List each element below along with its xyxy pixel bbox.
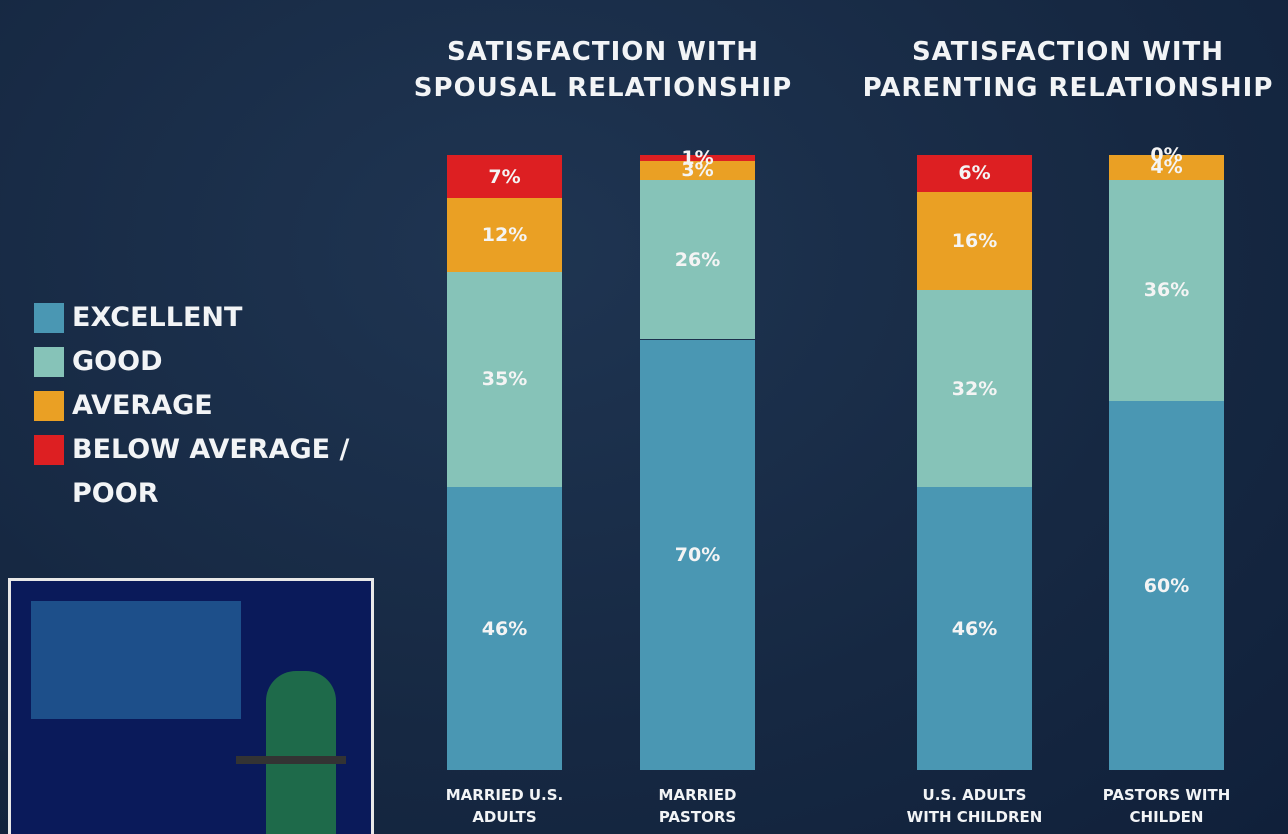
bar-segment	[640, 179, 755, 340]
x-tick-label: MARRIED U.S. ADULTS	[445, 786, 564, 826]
bar-segment	[640, 161, 755, 180]
legend-label: AVERAGE	[72, 390, 213, 421]
value-label: 12%	[481, 223, 528, 246]
value-label: 70%	[674, 543, 721, 566]
value-label: 4%	[1150, 156, 1183, 179]
bar-segment	[1109, 401, 1224, 770]
bar-segment	[1109, 179, 1224, 401]
legend-label: EXCELLENT	[72, 302, 243, 333]
value-label: 6%	[958, 162, 991, 185]
value-label: 46%	[481, 617, 528, 640]
x-tick-label: U.S. ADULTS WITH CHILDREN	[906, 786, 1043, 826]
legend-label: GOOD	[72, 346, 163, 377]
value-label: 36%	[1143, 279, 1190, 302]
value-label: 60%	[1143, 574, 1190, 597]
video-inset	[8, 578, 374, 834]
value-label: 16%	[951, 230, 998, 253]
value-label: 32%	[951, 377, 998, 400]
bar-segment	[1109, 155, 1224, 180]
legend-swatch	[34, 435, 64, 465]
inset-podium	[236, 756, 346, 764]
x-tick-label: MARRIED PASTORS	[658, 786, 737, 826]
bar-segment	[640, 339, 755, 770]
legend-swatch	[34, 303, 64, 333]
legend-label: BELOW AVERAGE / POOR	[72, 434, 350, 509]
inset-presenter	[266, 671, 336, 834]
value-label: 7%	[488, 165, 521, 188]
legend-swatch	[34, 347, 64, 377]
bar-segment	[447, 271, 562, 488]
value-label: 3%	[681, 159, 714, 182]
inset-screen	[31, 601, 241, 719]
bar-segment	[917, 191, 1032, 291]
value-label: 26%	[674, 248, 721, 271]
legend-swatch	[34, 391, 64, 421]
value-label: 46%	[951, 617, 998, 640]
bar-segment	[640, 155, 755, 162]
bar-segment	[917, 155, 1032, 192]
bar-segment	[447, 487, 562, 770]
bar-segment	[917, 487, 1032, 770]
x-tick-label: PASTORS WITH CHILDEN	[1102, 786, 1231, 826]
value-label: 35%	[481, 368, 528, 391]
bar-segment	[447, 198, 562, 272]
bar-segment	[917, 290, 1032, 488]
value-label: 1%	[681, 147, 714, 170]
chart-title: SATISFACTION WITH PARENTING RELATIONSHIP	[862, 37, 1274, 103]
bar-segment	[447, 155, 562, 199]
chart-title: SATISFACTION WITH SPOUSAL RELATIONSHIP	[413, 37, 793, 103]
value-label: 0%	[1150, 144, 1183, 166]
